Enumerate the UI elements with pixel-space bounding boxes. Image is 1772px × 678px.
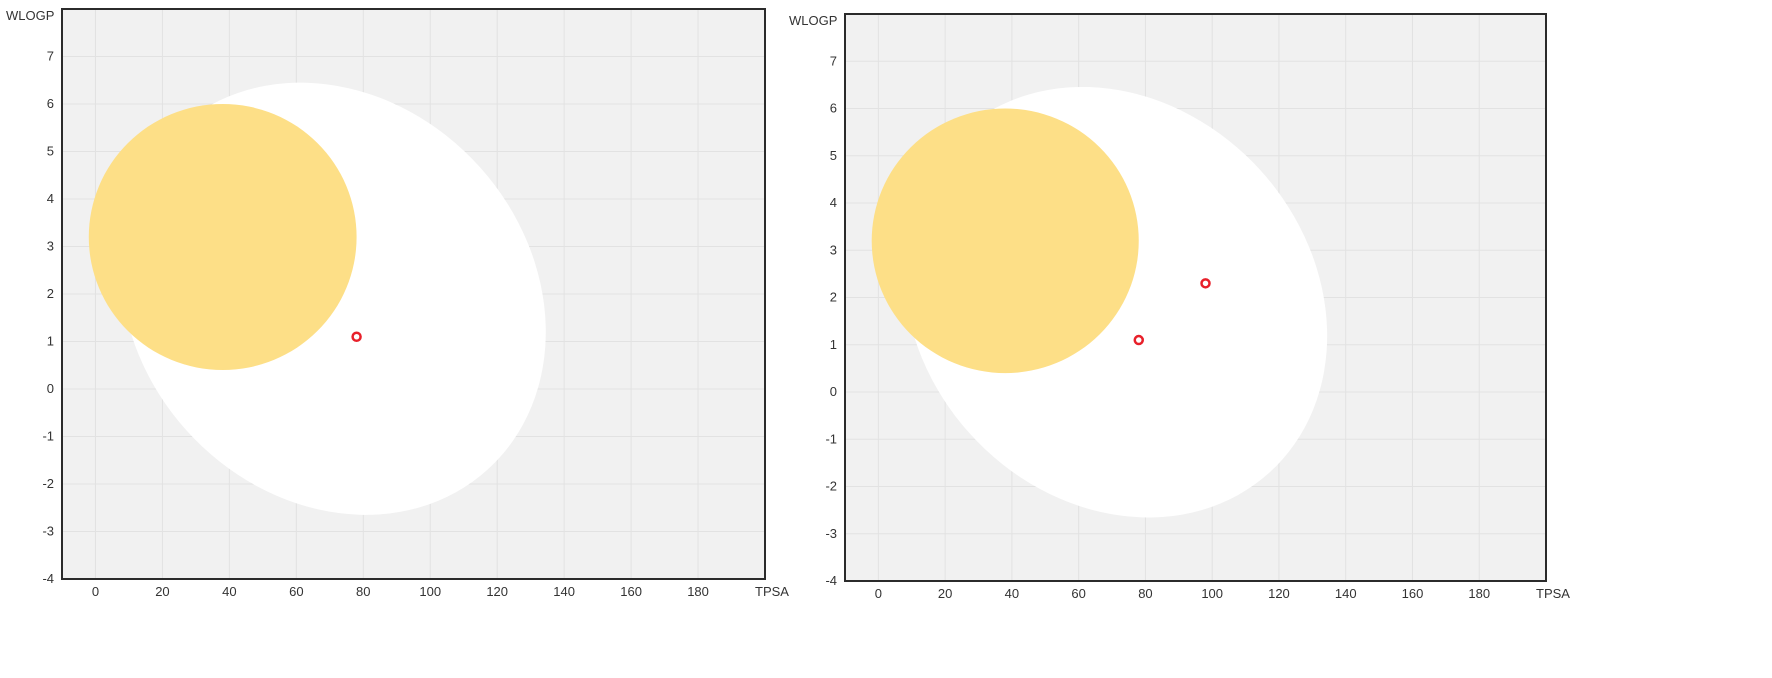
data-point [1133,334,1145,346]
y-tick-label: 6 [830,101,837,116]
x-tick-label: 160 [620,584,642,599]
y-tick-label: 4 [830,195,837,210]
y-tick-label: 1 [830,337,837,352]
x-tick-label: 140 [1335,586,1357,601]
x-tick-label: 180 [687,584,709,599]
y-tick-label: 7 [47,49,54,64]
x-tick-label: 140 [553,584,575,599]
x-tick-label: 80 [1138,586,1152,601]
y-tick-label: -4 [825,573,837,588]
plot-frame [61,8,766,580]
x-tick-label: 100 [419,584,441,599]
y-tick-label: -3 [42,524,54,539]
y-tick-label: -3 [825,526,837,541]
x-tick-label: 160 [1402,586,1424,601]
y-tick-label: 3 [47,239,54,254]
x-tick-label: 120 [1268,586,1290,601]
plot-area [845,14,1546,581]
x-axis-title: TPSA [755,584,789,599]
chart-panel-2: 0 20 40 60 80 100 120 140 160 180 -4 -3 -2 -1 0 1 2 3 4 5 6 7… [789,13,1570,601]
y-tick-label: -1 [825,431,837,446]
y-tick-label: -2 [42,476,54,491]
yolk-region [871,108,1139,374]
y-tick-label: -2 [825,479,837,494]
chart-panel-1: 0 20 40 60 80 100 120 140 160 180 -4 -3 -2 -1 0 1 2 3 4 5 6 7… [6,8,789,599]
y-tick-label: 0 [830,384,837,399]
y-tick-label: 7 [830,53,837,68]
y-tick-label: 4 [47,191,54,206]
y-axis-title: WLOGP [789,13,837,28]
x-tick-label: 180 [1468,586,1490,601]
y-tick-label: 5 [830,148,837,163]
x-tick-label: 40 [222,584,236,599]
data-point [351,331,362,342]
y-tick-label: 3 [830,242,837,257]
y-tick-label: 5 [47,144,54,159]
y-axis-title: WLOGP [6,8,54,23]
data-point [1200,278,1211,289]
x-tick-label: 60 [1071,586,1085,601]
y-tick-label: 1 [47,334,54,349]
y-tick-label: 2 [830,290,837,305]
x-tick-label: 40 [1005,586,1019,601]
x-axis-title: TPSA [1536,586,1570,601]
x-tick-label: 20 [938,586,952,601]
x-tick-label: 120 [486,584,508,599]
y-tick-label: 0 [47,381,54,396]
x-tick-label: 0 [92,584,99,599]
x-tick-label: 20 [155,584,169,599]
x-tick-label: 80 [356,584,370,599]
yolk-region [88,104,357,370]
y-tick-label: 2 [47,286,54,301]
x-tick-label: 0 [875,586,882,601]
y-tick-label: -4 [42,571,54,586]
plot-frame [844,13,1547,582]
x-tick-label: 60 [289,584,303,599]
y-tick-label: 6 [47,96,54,111]
y-tick-label: -1 [42,429,54,444]
x-tick-label: 100 [1201,586,1223,601]
plot-area [62,9,765,579]
